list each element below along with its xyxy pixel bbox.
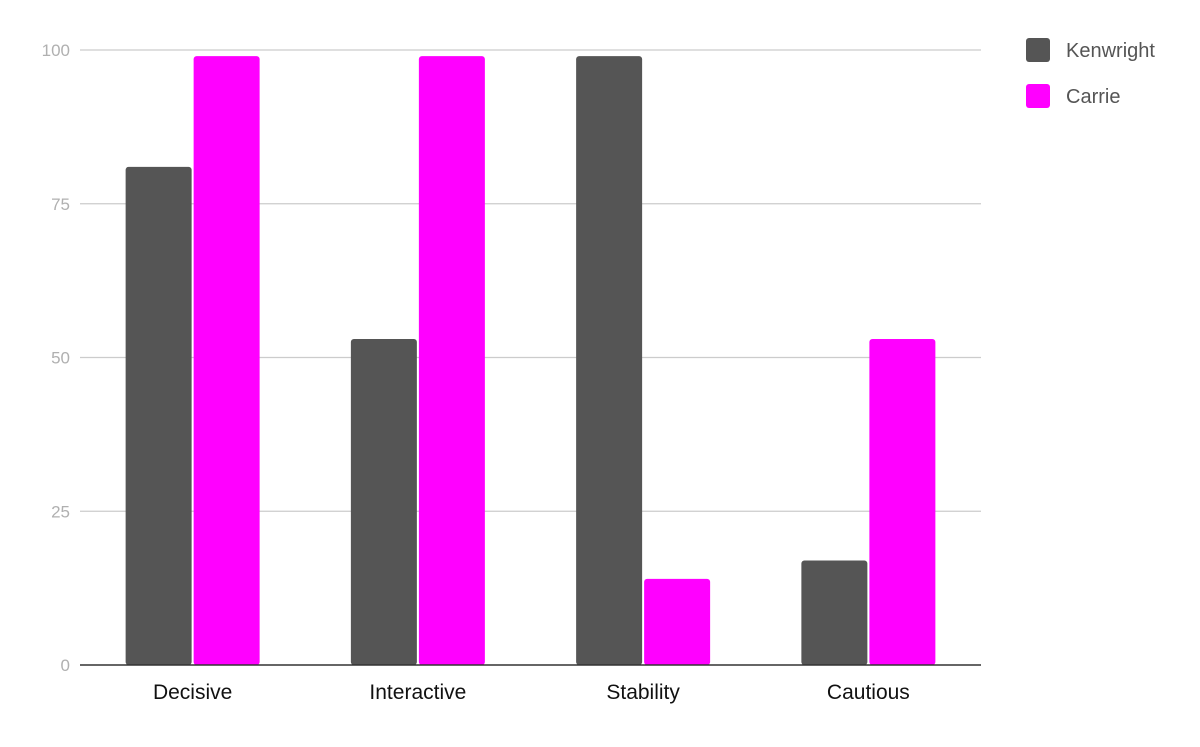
x-tick-label-interactive: Interactive [369, 681, 466, 704]
legend-swatch-kenwright [1026, 38, 1050, 62]
bar-kenwright-decisive [125, 166, 192, 665]
y-tick-label-50: 50 [51, 349, 70, 368]
x-tick-label-cautious: Cautious [827, 681, 910, 704]
bar-kenwright-stability [576, 56, 643, 665]
y-tick-label-100: 100 [42, 41, 70, 60]
axes: 0 25 50 75 100 Decisive Interactive Stability Ca… [42, 41, 981, 704]
bar-kenwright-cautious [801, 560, 868, 665]
y-tick-label-0: 0 [61, 656, 70, 675]
legend-label-kenwright: Kenwright [1066, 40, 1155, 62]
x-tick-label-stability: Stability [606, 681, 680, 704]
legend-label-carrie: Carrie [1066, 86, 1120, 108]
bar-carrie-decisive [193, 56, 260, 665]
bars [125, 56, 936, 665]
bar-carrie-stability [644, 578, 711, 665]
y-tick-label-25: 25 [51, 502, 70, 521]
bar-carrie-cautious [869, 339, 936, 665]
x-tick-label-decisive: Decisive [153, 681, 232, 704]
legend-swatch-carrie [1026, 84, 1050, 108]
bar-carrie-interactive [418, 56, 485, 665]
y-tick-label-75: 75 [51, 195, 70, 214]
legend: Kenwright Carrie [1026, 38, 1155, 108]
bar-kenwright-interactive [350, 339, 417, 665]
